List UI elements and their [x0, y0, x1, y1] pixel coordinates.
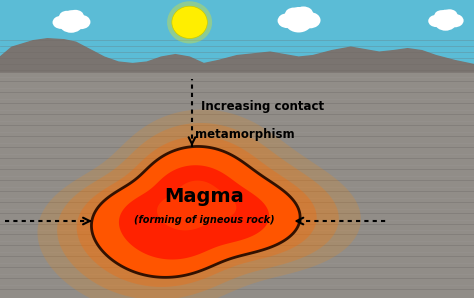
Ellipse shape	[172, 6, 208, 38]
Ellipse shape	[59, 15, 83, 33]
Ellipse shape	[285, 7, 303, 21]
Bar	[0, 72, 474, 298]
Polygon shape	[77, 136, 317, 287]
Ellipse shape	[434, 10, 449, 21]
Bar	[0, 0, 474, 72]
Polygon shape	[37, 110, 361, 298]
Polygon shape	[91, 146, 300, 277]
Ellipse shape	[441, 9, 457, 21]
Ellipse shape	[59, 11, 75, 23]
Ellipse shape	[53, 16, 70, 29]
Ellipse shape	[167, 1, 212, 44]
Ellipse shape	[64, 10, 78, 21]
Ellipse shape	[291, 7, 307, 19]
Ellipse shape	[446, 14, 464, 27]
Ellipse shape	[439, 10, 452, 20]
Ellipse shape	[278, 13, 297, 28]
Ellipse shape	[435, 14, 456, 31]
Ellipse shape	[299, 12, 320, 28]
Polygon shape	[119, 165, 269, 260]
Polygon shape	[57, 123, 339, 298]
Polygon shape	[0, 39, 474, 72]
Text: Increasing contact: Increasing contact	[201, 100, 324, 113]
Text: metamorphism: metamorphism	[195, 128, 295, 141]
Ellipse shape	[294, 7, 313, 21]
Ellipse shape	[285, 12, 312, 32]
Ellipse shape	[67, 10, 84, 23]
Text: (forming of igneous rock): (forming of igneous rock)	[134, 215, 274, 224]
Text: Magma: Magma	[164, 187, 244, 206]
Polygon shape	[157, 181, 237, 230]
Ellipse shape	[72, 15, 91, 29]
Ellipse shape	[428, 15, 444, 27]
